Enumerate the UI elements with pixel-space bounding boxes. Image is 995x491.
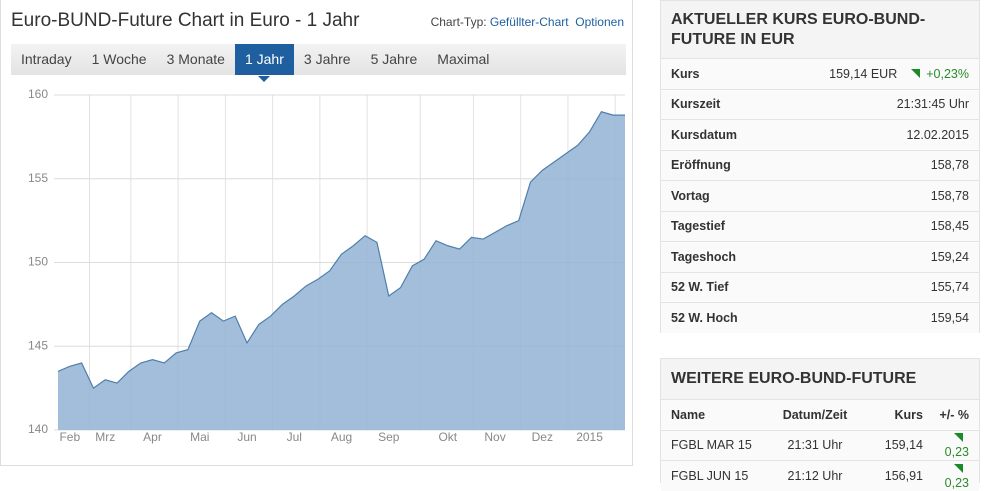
quote-row: Kurs 159,14 EUR +0,23%: [661, 58, 979, 89]
row-value: 159,24: [930, 249, 969, 264]
x-tick-label: Jun: [237, 430, 256, 444]
x-tick-label: Feb: [59, 430, 80, 444]
down-arrow-icon: [911, 69, 921, 79]
column-header: +/- %: [939, 407, 969, 422]
row-value: 158,78: [930, 158, 969, 173]
panel-title: WEITERE EURO-BUND-FUTURE: [671, 370, 917, 387]
quote-table: Kurs 159,14 EUR +0,23% Kurszeit 21:31:45 Uhr…: [661, 58, 979, 333]
row-label: Eröffnung: [671, 158, 731, 173]
quote-row: Vortag 158,78: [661, 180, 979, 211]
column-header: Name: [671, 407, 706, 422]
column-header: Datum/Zeit: [782, 407, 848, 422]
more-row: FGBL MAR 15 21:31 Uhr 159,14 0,23: [661, 429, 979, 460]
tab-bar: Intraday 1 Woche 3 Monate 1 Jahr 3 Jahre 5 Ja…: [11, 44, 626, 82]
x-tick-label: Aug: [331, 430, 352, 444]
quote-row: Kurszeit 21:31:45 Uhr: [661, 88, 979, 119]
row-value: 159,54: [930, 310, 969, 325]
y-tick-label: 150: [28, 255, 48, 269]
cell: 159,14: [884, 438, 923, 453]
x-tick-label: Mrz: [95, 430, 115, 444]
row-label: Kursdatum: [671, 127, 737, 142]
row-value: 155,74: [930, 280, 969, 295]
x-tick-label: Apr: [143, 430, 162, 444]
row-label: Kurs: [671, 66, 700, 81]
down-arrow-icon: [954, 433, 963, 443]
row-value: 12.02.2015: [906, 127, 969, 142]
chart-panel: Euro-BUND-Future Chart in Euro - 1 Jahr …: [0, 0, 633, 466]
change-cell: 0,23: [923, 462, 969, 490]
chart-title: Euro-BUND-Future Chart in Euro - 1 Jahr: [11, 10, 360, 31]
y-tick-label: 160: [28, 87, 48, 101]
row-label: Kurszeit: [671, 97, 721, 112]
column-header: Kurs: [894, 407, 923, 422]
cell: 21:31 Uhr: [787, 438, 843, 453]
x-tick-label: Sep: [378, 430, 400, 444]
header-row: Name Datum/Zeit Kurs +/- %: [661, 399, 979, 430]
options-link[interactable]: Optionen: [575, 15, 624, 29]
cell: 21:12 Uhr: [787, 468, 843, 483]
chart-type-label: Chart-Typ:: [430, 15, 487, 29]
cell: FGBL MAR 15: [671, 438, 752, 453]
x-tick-label: 2015: [576, 430, 603, 444]
tab[interactable]: 3 Monate: [166, 51, 225, 67]
row-value: 159,14 EUR: [829, 66, 898, 81]
tab[interactable]: 5 Jahre: [370, 51, 418, 67]
more-table: Name Datum/Zeit Kurs +/- % FGBL MAR 15 21:31 …: [661, 399, 979, 491]
change-cell: 0,23: [923, 431, 969, 459]
more-panel: WEITERE EURO-BUND-FUTURE Name Datum/Zeit K…: [660, 358, 980, 491]
row-label: Vortag: [671, 188, 710, 203]
row-value: 158,45: [930, 219, 969, 234]
panel-title: AKTUELLER KURS EURO-BUND-FUTURE IN EUR: [671, 11, 926, 48]
row-label: 52 W. Tief: [671, 280, 729, 295]
more-row: FGBL JUN 15 21:12 Uhr 156,91 0,23: [661, 460, 979, 491]
row-label: Tageshoch: [671, 249, 737, 264]
row-value: 21:31:45 Uhr: [896, 97, 969, 112]
tab[interactable]: 1 Jahr: [234, 44, 294, 82]
row-label: Tagestief: [671, 219, 725, 234]
y-tick-label: 145: [28, 338, 48, 352]
quote-panel: AKTUELLER KURS EURO-BUND-FUTURE IN EUR K…: [660, 0, 980, 333]
chart-type-link[interactable]: Gefüllter-Chart: [489, 15, 569, 29]
x-tick-label: Nov: [484, 430, 505, 444]
row-label: 52 W. Hoch: [671, 310, 738, 325]
tab[interactable]: 1 Woche: [91, 51, 147, 67]
y-tick-label: 140: [28, 422, 48, 436]
cell: 156,91: [884, 468, 923, 483]
quote-row: Kursdatum 12.02.2015: [661, 119, 979, 150]
x-tick-label: Jul: [287, 430, 302, 444]
quote-row: 52 W. Hoch 159,54: [661, 302, 979, 333]
tab[interactable]: 3 Jahre: [303, 51, 351, 67]
chart: 140 145 150 155 160 Feb Mrz Apr Mai Jun Jul Aug Sep O…: [28, 87, 625, 444]
x-tick-label: Dez: [532, 430, 553, 444]
quote-row: Tagestief 158,45: [661, 210, 979, 241]
change-value: +0,23%: [926, 66, 969, 81]
x-tick-label: Mai: [190, 430, 209, 444]
quote-row: 52 W. Tief 155,74: [661, 271, 979, 302]
line: [57, 111, 625, 390]
cell: FGBL JUN 15: [671, 468, 749, 483]
x-tick-label: Okt: [438, 430, 457, 444]
chart-options: Chart-Typ: Gefüllter-Chart Optionen: [431, 15, 624, 29]
change-value: 0,23: [944, 445, 969, 460]
quote-row: Eröffnung 158,78: [661, 149, 979, 180]
row-value: 158,78: [930, 188, 969, 203]
tab[interactable]: Intraday: [21, 51, 72, 67]
area: [58, 111, 625, 430]
quote-row: Tageshoch 159,24: [661, 241, 979, 272]
down-arrow-icon: [954, 463, 963, 473]
tab[interactable]: Maximal: [437, 51, 490, 67]
y-tick-label: 155: [28, 171, 48, 185]
